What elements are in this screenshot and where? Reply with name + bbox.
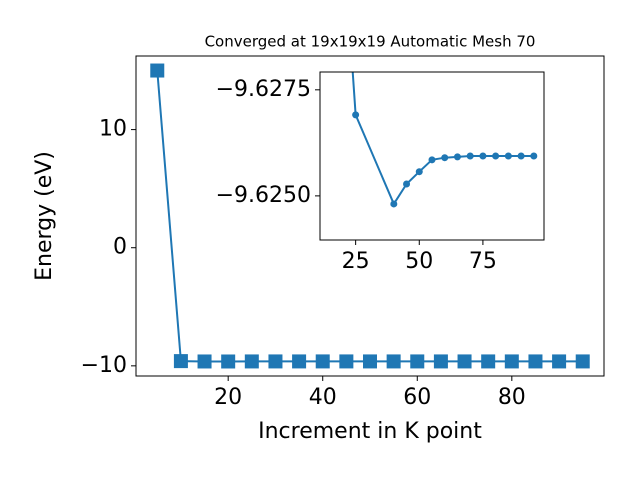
plot-area xyxy=(351,72,538,208)
data-marker xyxy=(453,153,461,161)
x-tick-label: 20 xyxy=(214,385,242,410)
axes-frame xyxy=(135,55,605,377)
data-marker xyxy=(575,354,590,369)
data-marker xyxy=(504,354,519,369)
chart-title: Converged at 19x19x19 Automatic Mesh 70 xyxy=(205,33,536,51)
data-marker xyxy=(428,156,436,164)
data-marker xyxy=(221,354,236,369)
y-tick-label: −10 xyxy=(81,353,127,378)
data-marker xyxy=(197,354,212,369)
x-tick-label: 40 xyxy=(309,385,337,410)
inset-chart: 25 50 75 −9.6250 −9.6275 xyxy=(216,71,545,274)
data-marker xyxy=(410,354,425,369)
data-marker xyxy=(363,354,377,369)
data-marker xyxy=(403,180,411,188)
x-axis-label: Increment in K point xyxy=(258,419,482,444)
data-marker xyxy=(492,152,500,160)
data-marker xyxy=(479,152,487,160)
data-marker xyxy=(390,200,398,208)
x-tick-label: 75 xyxy=(469,249,497,274)
data-marker xyxy=(481,354,496,369)
data-marker xyxy=(466,152,474,160)
data-marker xyxy=(530,152,538,160)
x-tick-label: 60 xyxy=(403,385,431,410)
y-tick-label: 0 xyxy=(113,235,127,260)
data-marker xyxy=(415,168,423,176)
x-tick-label: 50 xyxy=(405,249,433,274)
data-marker xyxy=(292,354,307,369)
data-marker xyxy=(173,354,188,369)
data-marker xyxy=(552,354,567,369)
data-marker xyxy=(150,63,165,78)
y-tick-label: −9.6250 xyxy=(216,183,311,208)
plot-area xyxy=(150,63,590,369)
data-marker xyxy=(315,354,330,369)
data-marker xyxy=(517,152,525,160)
x-tick-label: 25 xyxy=(342,249,370,274)
axes-frame xyxy=(319,71,545,241)
y-axis-label: Energy (eV) xyxy=(32,151,57,281)
data-marker xyxy=(441,154,449,162)
data-marker xyxy=(504,152,512,160)
data-marker xyxy=(268,354,283,369)
data-marker xyxy=(528,354,543,369)
data-marker xyxy=(244,354,259,369)
y-tick-label: −9.6275 xyxy=(216,77,311,102)
data-marker xyxy=(433,354,448,369)
y-tick-label: 10 xyxy=(99,117,127,142)
data-marker xyxy=(457,354,472,369)
x-tick-label: 80 xyxy=(498,385,526,410)
data-marker xyxy=(386,354,401,369)
data-marker xyxy=(352,111,360,119)
data-marker xyxy=(339,354,354,369)
